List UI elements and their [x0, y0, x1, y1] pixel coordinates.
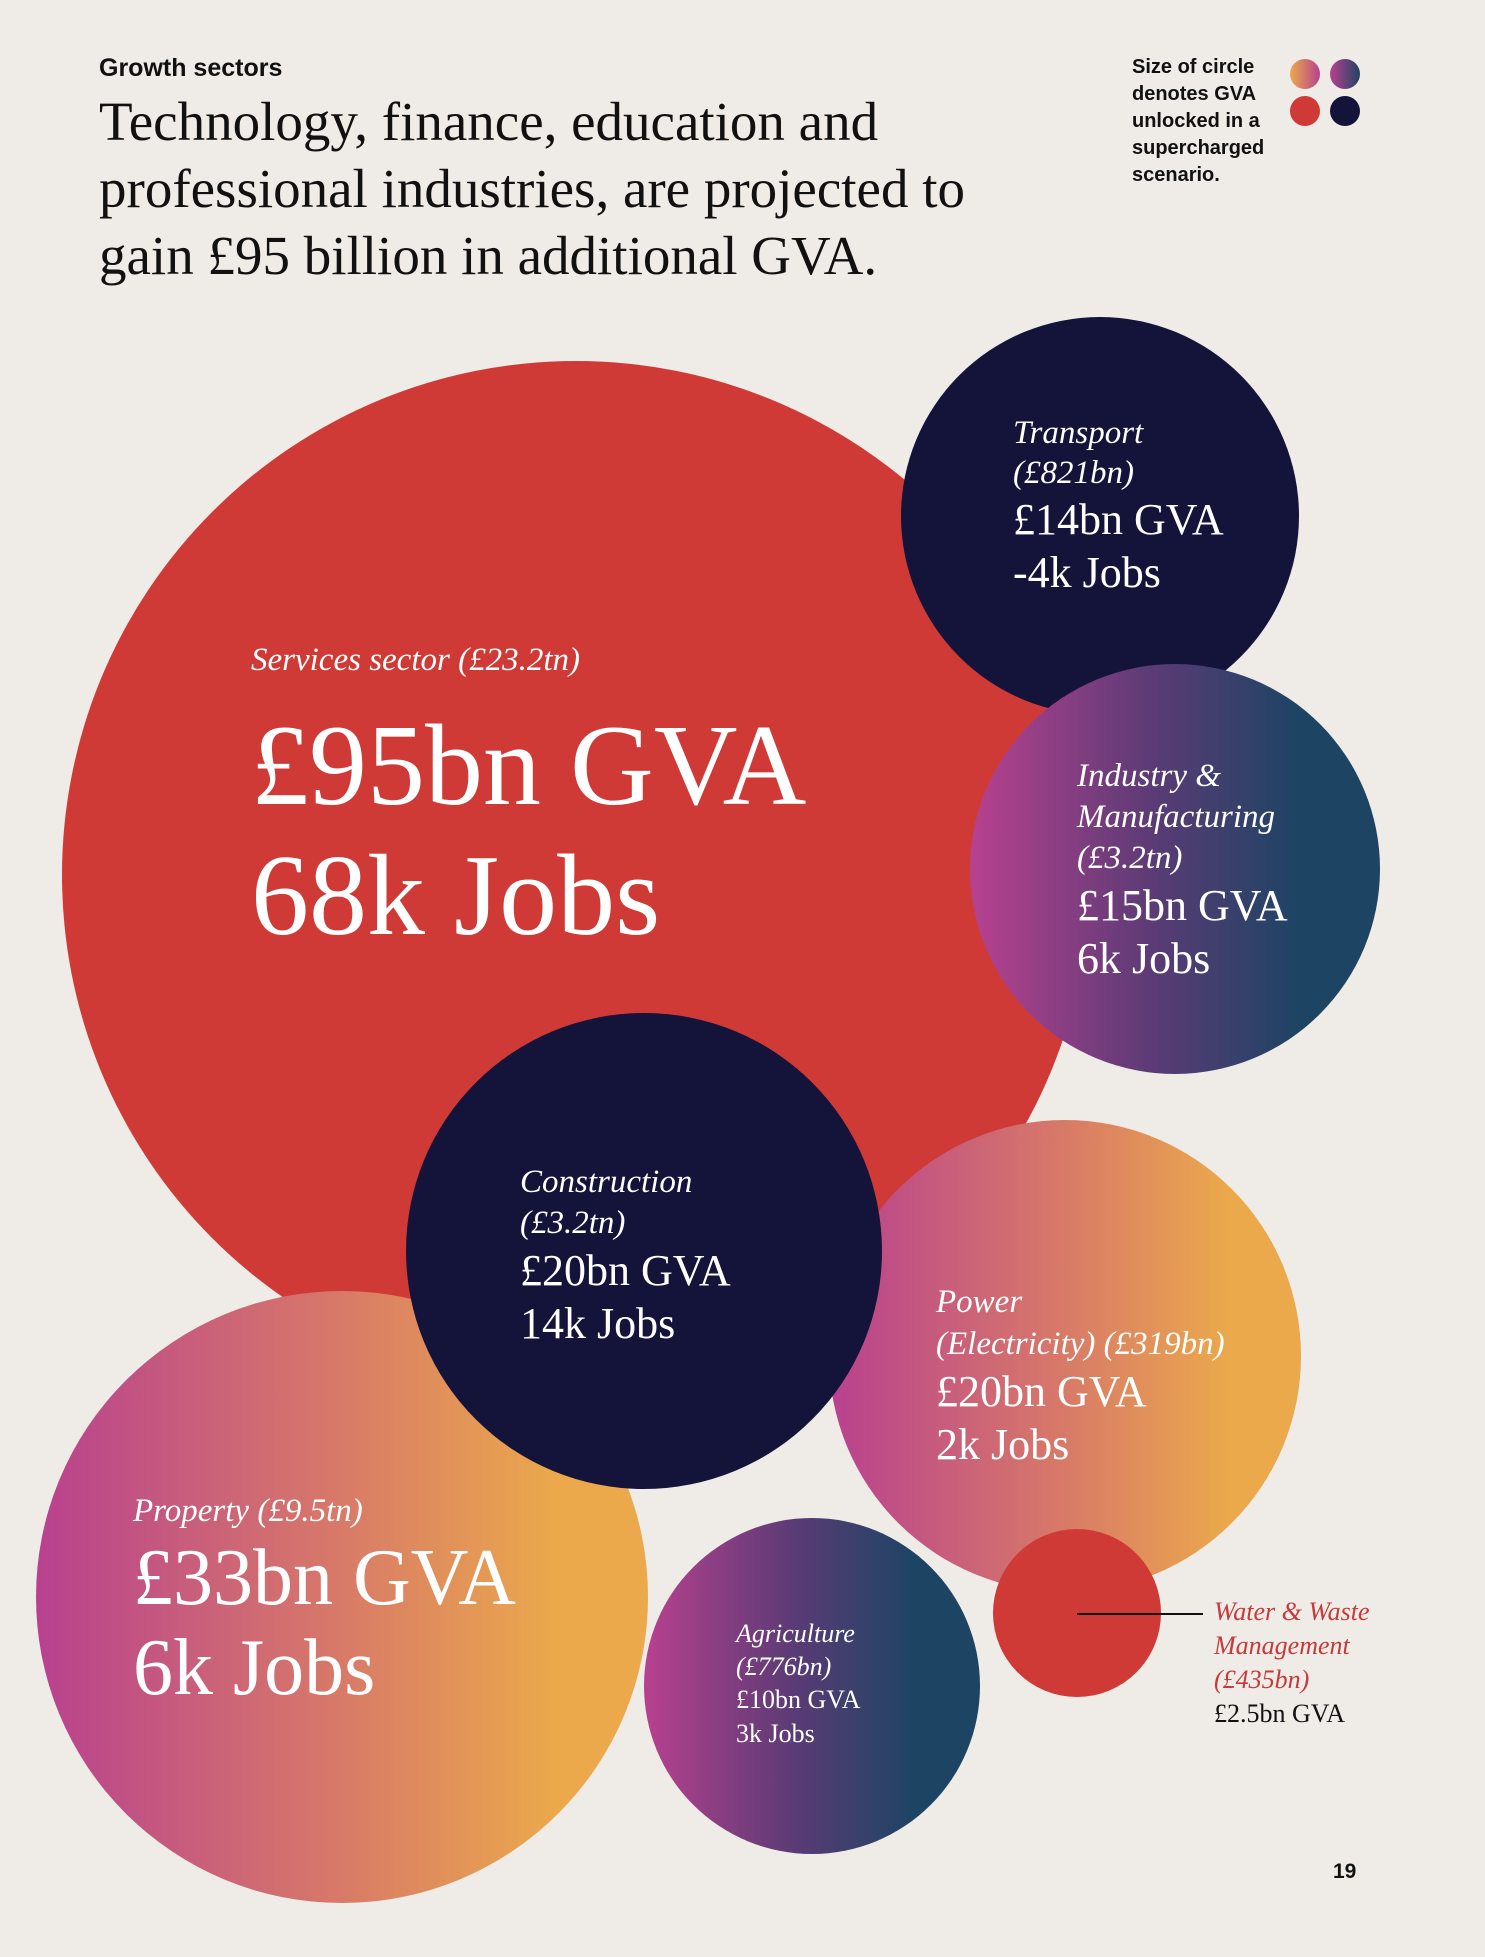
transport-bubble-label: Transport (£821bn) £14bn GVA -4k Jobs — [1013, 413, 1224, 599]
power-sector-value: (Electricity) (£319bn) — [936, 1326, 1225, 1362]
property-sector-name: Property (£9.5tn) — [133, 1493, 363, 1529]
services-jobs: 68k Jobs — [251, 832, 661, 960]
industry-bubble — [970, 664, 1380, 1074]
services-sector-name: Services sector (£23.2tn) — [251, 642, 580, 678]
agriculture-jobs: 3k Jobs — [736, 1719, 815, 1748]
section-eyebrow: Growth sectors — [99, 54, 283, 82]
agriculture-bubble — [644, 1518, 980, 1854]
transport-jobs: -4k Jobs — [1013, 548, 1161, 597]
water-sector-value: (£435bn) — [1214, 1665, 1310, 1694]
page-headline: Technology, finance, education and profe… — [99, 91, 965, 286]
legend-swatch-navy-magenta — [1330, 59, 1360, 89]
services-bubble-label: Services sector (£23.2tn) £95bn GVA 68k … — [251, 638, 806, 956]
power-sector-name: Power — [936, 1284, 1023, 1320]
water-sector-name-2: Management — [1214, 1631, 1350, 1660]
industry-jobs: 6k Jobs — [1077, 934, 1211, 983]
construction-sector-value: (£3.2tn) — [520, 1205, 626, 1241]
property-jobs: 6k Jobs — [133, 1624, 376, 1712]
agriculture-gva: £10bn GVA — [736, 1685, 861, 1714]
industry-bubble-label: Industry & Manufacturing (£3.2tn) £15bn … — [1077, 756, 1288, 985]
industry-sector-name: Industry & — [1077, 758, 1221, 794]
power-bubble-label: Power (Electricity) (£319bn) £20bn GVA 2… — [936, 1281, 1225, 1471]
industry-sector-name-2: Manufacturing — [1077, 799, 1275, 835]
transport-sector-name: Transport — [1013, 415, 1144, 451]
legend-swatch-red — [1290, 96, 1320, 126]
water-gva: £2.5bn GVA — [1214, 1699, 1345, 1728]
water-bubble-label: Water & Waste Management (£435bn) £2.5bn… — [1214, 1595, 1370, 1731]
legend-text: Size of circle denotes GVA unlocked in a… — [1132, 56, 1265, 186]
agriculture-sector-name: Agriculture — [736, 1619, 855, 1648]
property-bubble — [36, 1291, 648, 1903]
construction-bubble-label: Construction (£3.2tn) £20bn GVA 14k Jobs — [520, 1162, 731, 1350]
agriculture-sector-value: (£776bn) — [736, 1652, 832, 1681]
legend-swatch-navy — [1330, 96, 1360, 126]
property-gva: £33bn GVA — [133, 1534, 517, 1622]
transport-bubble — [901, 317, 1299, 715]
construction-jobs: 14k Jobs — [520, 1299, 676, 1348]
power-gva: £20bn GVA — [936, 1367, 1147, 1416]
legend-swatch-orange-magenta — [1290, 59, 1320, 89]
power-jobs: 2k Jobs — [936, 1420, 1070, 1469]
industry-sector-value: (£3.2tn) — [1077, 840, 1183, 876]
agriculture-bubble-label: Agriculture (£776bn) £10bn GVA 3k Jobs — [736, 1617, 860, 1751]
construction-bubble — [406, 1013, 882, 1489]
construction-gva: £20bn GVA — [520, 1246, 731, 1295]
power-bubble — [829, 1120, 1301, 1592]
services-gva: £95bn GVA — [251, 702, 807, 830]
property-bubble-label: Property (£9.5tn) £33bn GVA 6k Jobs — [133, 1490, 516, 1712]
water-sector-name: Water & Waste — [1214, 1597, 1370, 1626]
industry-gva: £15bn GVA — [1077, 881, 1288, 930]
page-number: 19 — [1333, 1860, 1357, 1883]
transport-sector-value: (£821bn) — [1013, 455, 1134, 491]
water-leader-line — [1077, 1613, 1203, 1615]
transport-gva: £14bn GVA — [1013, 495, 1224, 544]
construction-sector-name: Construction — [520, 1164, 693, 1200]
